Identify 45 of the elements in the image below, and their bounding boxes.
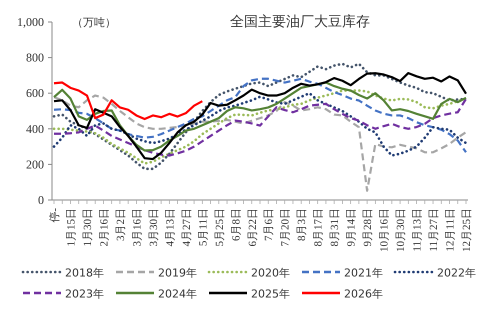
legend-label: 2026年 <box>344 288 383 300</box>
x-tick-label: 11月27日 <box>428 208 440 252</box>
x-tick-label: 3月30日 <box>148 208 160 246</box>
x-tick-label: 7月6日 <box>263 208 276 241</box>
y-tick-label: 800 <box>26 50 44 65</box>
legend-label: 2019年 <box>158 266 197 280</box>
x-tick-label: 5月11日 <box>197 208 210 246</box>
x-tick-label: 2月16日 <box>98 208 110 246</box>
x-tick-label: 8月17日 <box>312 208 325 246</box>
chart-title: 全国主要油厂大豆库存 <box>230 14 370 30</box>
x-tick-label: 7月20日 <box>280 208 292 246</box>
y-tick-label: 600 <box>26 86 44 100</box>
x-tick-label: 1月15日 <box>65 208 78 246</box>
legend-label: 2023年 <box>65 288 104 300</box>
x-tick-label: 8月3日 <box>296 208 308 241</box>
y-tick-label: 400 <box>26 122 44 136</box>
x-tick-label: 9月28日 <box>362 208 374 246</box>
x-tick-label: 8月31日 <box>329 208 342 246</box>
legend-label: 2020年 <box>251 266 290 280</box>
x-tick-label: 4月27日 <box>180 208 193 246</box>
x-tick-label: 3月2日 <box>114 208 127 241</box>
legend-label: 2018年 <box>65 266 104 280</box>
legend-label: 2024年 <box>158 288 197 300</box>
x-tick-label: 10月30日 <box>395 208 408 252</box>
x-tick-label: 6月8日 <box>230 208 242 241</box>
x-tick-label: 12月25日 <box>461 208 473 252</box>
y-tick-label: 200 <box>26 157 44 172</box>
x-tick-label: 12月11日 <box>444 208 457 252</box>
legend-label: 2022年 <box>437 266 476 280</box>
y-tick-label: 0 <box>38 193 44 207</box>
legend-label: 2025年 <box>251 288 290 300</box>
x-tick-label: 9月14日 <box>346 208 358 246</box>
x-tick-label: 6月22日 <box>246 208 259 246</box>
y-axis-title: （万吨） <box>72 16 116 29</box>
line-series <box>52 81 204 120</box>
x-tick-label: 5月25日 <box>214 208 226 246</box>
legend-label: 2021年 <box>344 266 383 280</box>
x-tick-label: 4月13日 <box>164 208 176 246</box>
line-series <box>52 94 468 192</box>
x-tick-label: 3月16日 <box>131 208 144 246</box>
x-tick-label: 停- <box>49 208 61 223</box>
x-tick-label: 11月13日 <box>412 208 424 252</box>
y-tick-label: 1,000 <box>17 15 44 29</box>
x-tick-label: 10月16日 <box>378 208 391 252</box>
x-tick-label: 1月30日 <box>82 208 94 246</box>
